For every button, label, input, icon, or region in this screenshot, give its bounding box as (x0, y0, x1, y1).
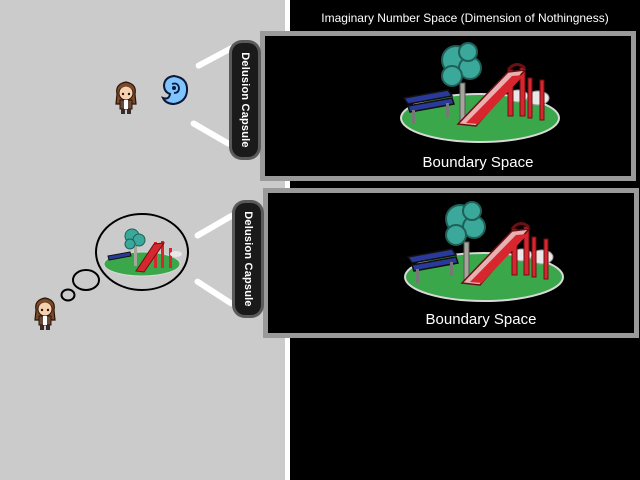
capsule-label: Delusion Capsule (239, 52, 251, 148)
panel-caption: Boundary Space (425, 311, 537, 328)
blue-spirit-icon (161, 74, 189, 106)
panel-caption: Boundary Space (422, 154, 534, 171)
thought-bubble-icon (60, 288, 76, 302)
girl-character-icon (115, 81, 137, 114)
park-illustration-icon (404, 201, 564, 302)
capsule-label: Delusion Capsule (242, 211, 254, 307)
girl-character-icon (34, 297, 56, 330)
page-title: Imaginary Number Space (Dimension of Not… (321, 11, 609, 25)
delusion-capsule-2: Delusion Capsule (235, 203, 261, 315)
park-illustration-icon (400, 42, 560, 143)
delusion-capsule-1: Delusion Capsule (232, 43, 258, 157)
boundary-space-panel-2: Boundary Space (263, 188, 639, 338)
thought-bubble-icon (95, 213, 189, 291)
thought-bubble-icon (72, 269, 100, 291)
boundary-space-panel-1: Boundary Space (260, 31, 636, 181)
